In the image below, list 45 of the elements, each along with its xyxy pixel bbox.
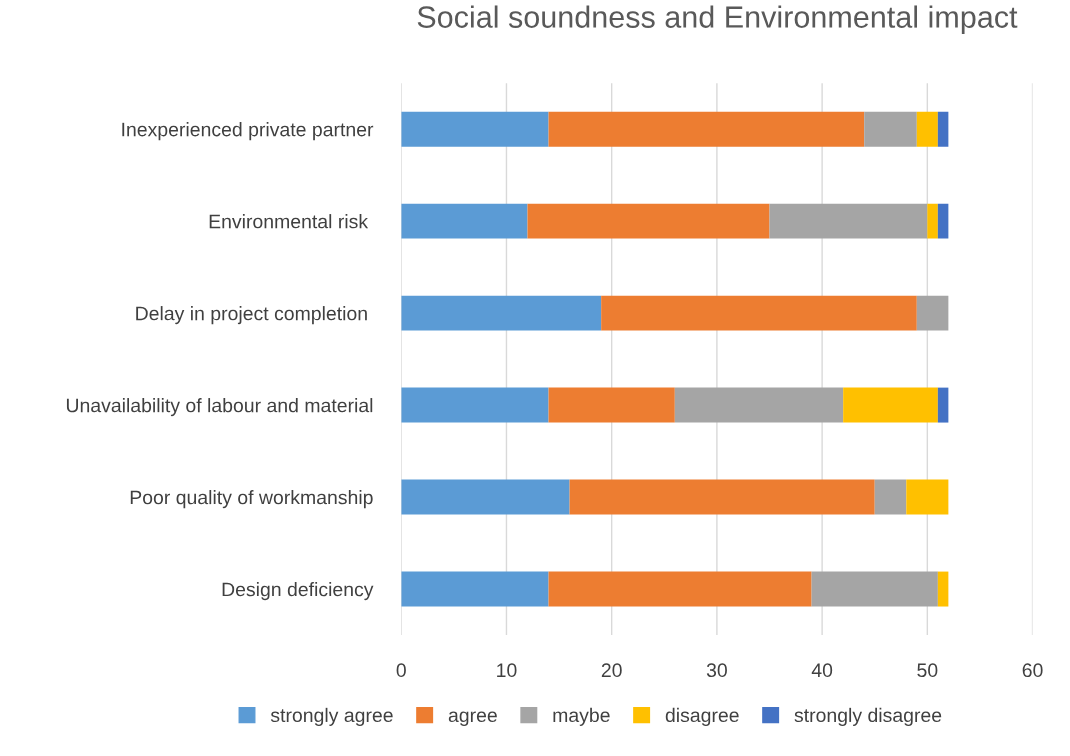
x-tick-label: 20 [601,663,622,678]
legend-label: strongly agree [270,707,393,726]
bar [937,111,949,147]
y-tick-label: Environmental risk [209,214,369,229]
bar [874,479,907,515]
bar [937,387,949,423]
legend-label: maybe [553,707,610,726]
x-tick-label: 40 [811,663,833,678]
bar [401,479,570,515]
x-tick-label: 30 [706,663,727,678]
bar [811,571,938,607]
bar [906,479,949,515]
bar [548,387,675,423]
bar [527,203,770,239]
bar [401,203,528,239]
x-tick-label: 10 [497,663,517,678]
legend-label: strongly disagree [794,707,942,726]
bar [864,111,917,147]
bar [401,387,549,423]
y-tick-label: Poor quality of workmanship [130,490,373,509]
y-tick-label: Delay in project completion [136,306,367,325]
x-tick-label: 50 [917,663,938,678]
chart-title: Social soundness and Environmental impact [417,5,1018,34]
bar [601,295,917,331]
bar [674,387,844,423]
bar [843,387,938,423]
bar [401,295,602,331]
bar [769,203,928,239]
bar [548,571,812,607]
bar [937,571,949,607]
bar [569,479,875,515]
bar [401,571,549,607]
bar [916,111,938,147]
y-tick-label: Inexperienced private partner [122,122,374,141]
y-tick-label: Design deficiency [222,582,374,601]
bar [401,111,549,147]
y-tick-label: Unavailability of labour and material [66,398,373,417]
bar [916,295,949,331]
x-tick-label: 0 [396,663,406,678]
legend-label: disagree [665,707,739,726]
x-tick-label: 60 [1022,663,1043,678]
bar [927,203,938,239]
bar [937,203,949,239]
legend-label: agree [448,711,497,726]
bar [548,111,865,147]
